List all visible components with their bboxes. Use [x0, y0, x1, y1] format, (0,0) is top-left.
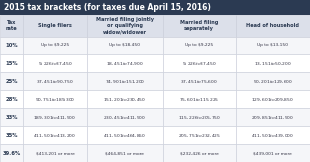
Bar	[163, 72, 236, 90]
Text: 33%: 33%	[5, 115, 18, 120]
Text: Tax
rate: Tax rate	[6, 20, 17, 31]
Bar	[236, 126, 310, 144]
Bar	[0, 144, 23, 162]
Text: $90,751 to $189,300: $90,751 to $189,300	[35, 96, 75, 103]
Bar	[87, 36, 163, 54]
Text: Up to $9,225: Up to $9,225	[185, 43, 213, 47]
Bar	[0, 54, 23, 72]
Text: $411,501 to $413,200: $411,501 to $413,200	[33, 132, 77, 139]
Bar	[23, 15, 87, 36]
Text: Up to $13,150: Up to $13,150	[257, 43, 288, 47]
Text: $50,201 to $129,600: $50,201 to $129,600	[253, 78, 293, 85]
Bar	[236, 36, 310, 54]
Text: Married filing
separately: Married filing separately	[180, 20, 218, 31]
Bar	[163, 54, 236, 72]
Text: $439,001 or more: $439,001 or more	[253, 151, 292, 155]
Text: $115,226 to $205,750: $115,226 to $205,750	[178, 114, 221, 121]
Bar	[163, 36, 236, 54]
Bar	[87, 144, 163, 162]
Bar	[23, 144, 87, 162]
Text: $37,451 to $90,750: $37,451 to $90,750	[36, 78, 74, 85]
Bar	[87, 54, 163, 72]
Text: $151,201 to $230,450: $151,201 to $230,450	[103, 96, 146, 103]
Text: 25%: 25%	[5, 79, 18, 84]
Bar	[236, 90, 310, 108]
Text: $205,751 to $232,425: $205,751 to $232,425	[178, 132, 221, 139]
Text: Up to $18,450: Up to $18,450	[109, 43, 140, 47]
Bar	[236, 108, 310, 126]
Bar	[0, 36, 23, 54]
Text: $75,601 to $115,225: $75,601 to $115,225	[179, 96, 219, 103]
Text: $18,451 to $74,900: $18,451 to $74,900	[106, 60, 144, 67]
Bar	[163, 15, 236, 36]
Bar	[23, 54, 87, 72]
Text: 10%: 10%	[5, 43, 18, 48]
Text: Up to $9,225: Up to $9,225	[41, 43, 69, 47]
Bar	[236, 72, 310, 90]
Text: 2015 tax brackets (for taxes due April 15, 2016): 2015 tax brackets (for taxes due April 1…	[4, 3, 211, 12]
Text: $411,501 to $464,850: $411,501 to $464,850	[103, 132, 146, 139]
Text: Single filers: Single filers	[38, 23, 72, 28]
Bar	[0, 108, 23, 126]
Text: 35%: 35%	[5, 133, 18, 138]
Bar	[163, 126, 236, 144]
Bar	[87, 108, 163, 126]
Bar	[163, 90, 236, 108]
Bar	[23, 36, 87, 54]
Text: 15%: 15%	[5, 61, 18, 66]
Bar	[236, 15, 310, 36]
Bar	[0, 90, 23, 108]
Bar	[163, 108, 236, 126]
Text: $129,601 to $209,850: $129,601 to $209,850	[251, 96, 294, 103]
Text: $74,901 to $151,200: $74,901 to $151,200	[105, 78, 145, 85]
Bar	[87, 15, 163, 36]
Text: $9,226 to $37,450: $9,226 to $37,450	[38, 60, 72, 67]
Text: Married filing jointly
or qualifying
widow/widower: Married filing jointly or qualifying wid…	[96, 17, 154, 34]
Bar	[0, 72, 23, 90]
Text: $411,501 to $439,000: $411,501 to $439,000	[251, 132, 294, 139]
Text: 28%: 28%	[5, 97, 18, 102]
Text: $209,851 to $411,500: $209,851 to $411,500	[251, 114, 294, 121]
Bar	[87, 90, 163, 108]
Bar	[163, 144, 236, 162]
Text: $9,226 to $37,450: $9,226 to $37,450	[182, 60, 216, 67]
Text: $13,151 to $50,200: $13,151 to $50,200	[254, 60, 291, 67]
Bar	[0, 126, 23, 144]
Text: Head of household: Head of household	[246, 23, 299, 28]
Bar	[87, 126, 163, 144]
Bar	[23, 108, 87, 126]
Text: $230,451 to $411,500: $230,451 to $411,500	[103, 114, 146, 121]
Bar	[236, 54, 310, 72]
Text: $232,426 or more: $232,426 or more	[180, 151, 219, 155]
Text: $413,201 or more: $413,201 or more	[36, 151, 74, 155]
Text: $464,851 or more: $464,851 or more	[105, 151, 144, 155]
Text: $37,451 to $75,600: $37,451 to $75,600	[180, 78, 218, 85]
Bar	[23, 126, 87, 144]
Bar	[236, 144, 310, 162]
Bar	[23, 72, 87, 90]
Bar	[87, 72, 163, 90]
Bar	[0, 15, 23, 36]
Text: $189,301 to $411,500: $189,301 to $411,500	[33, 114, 77, 121]
Bar	[23, 90, 87, 108]
Bar	[0, 0, 310, 15]
Text: 39.6%: 39.6%	[2, 150, 21, 156]
